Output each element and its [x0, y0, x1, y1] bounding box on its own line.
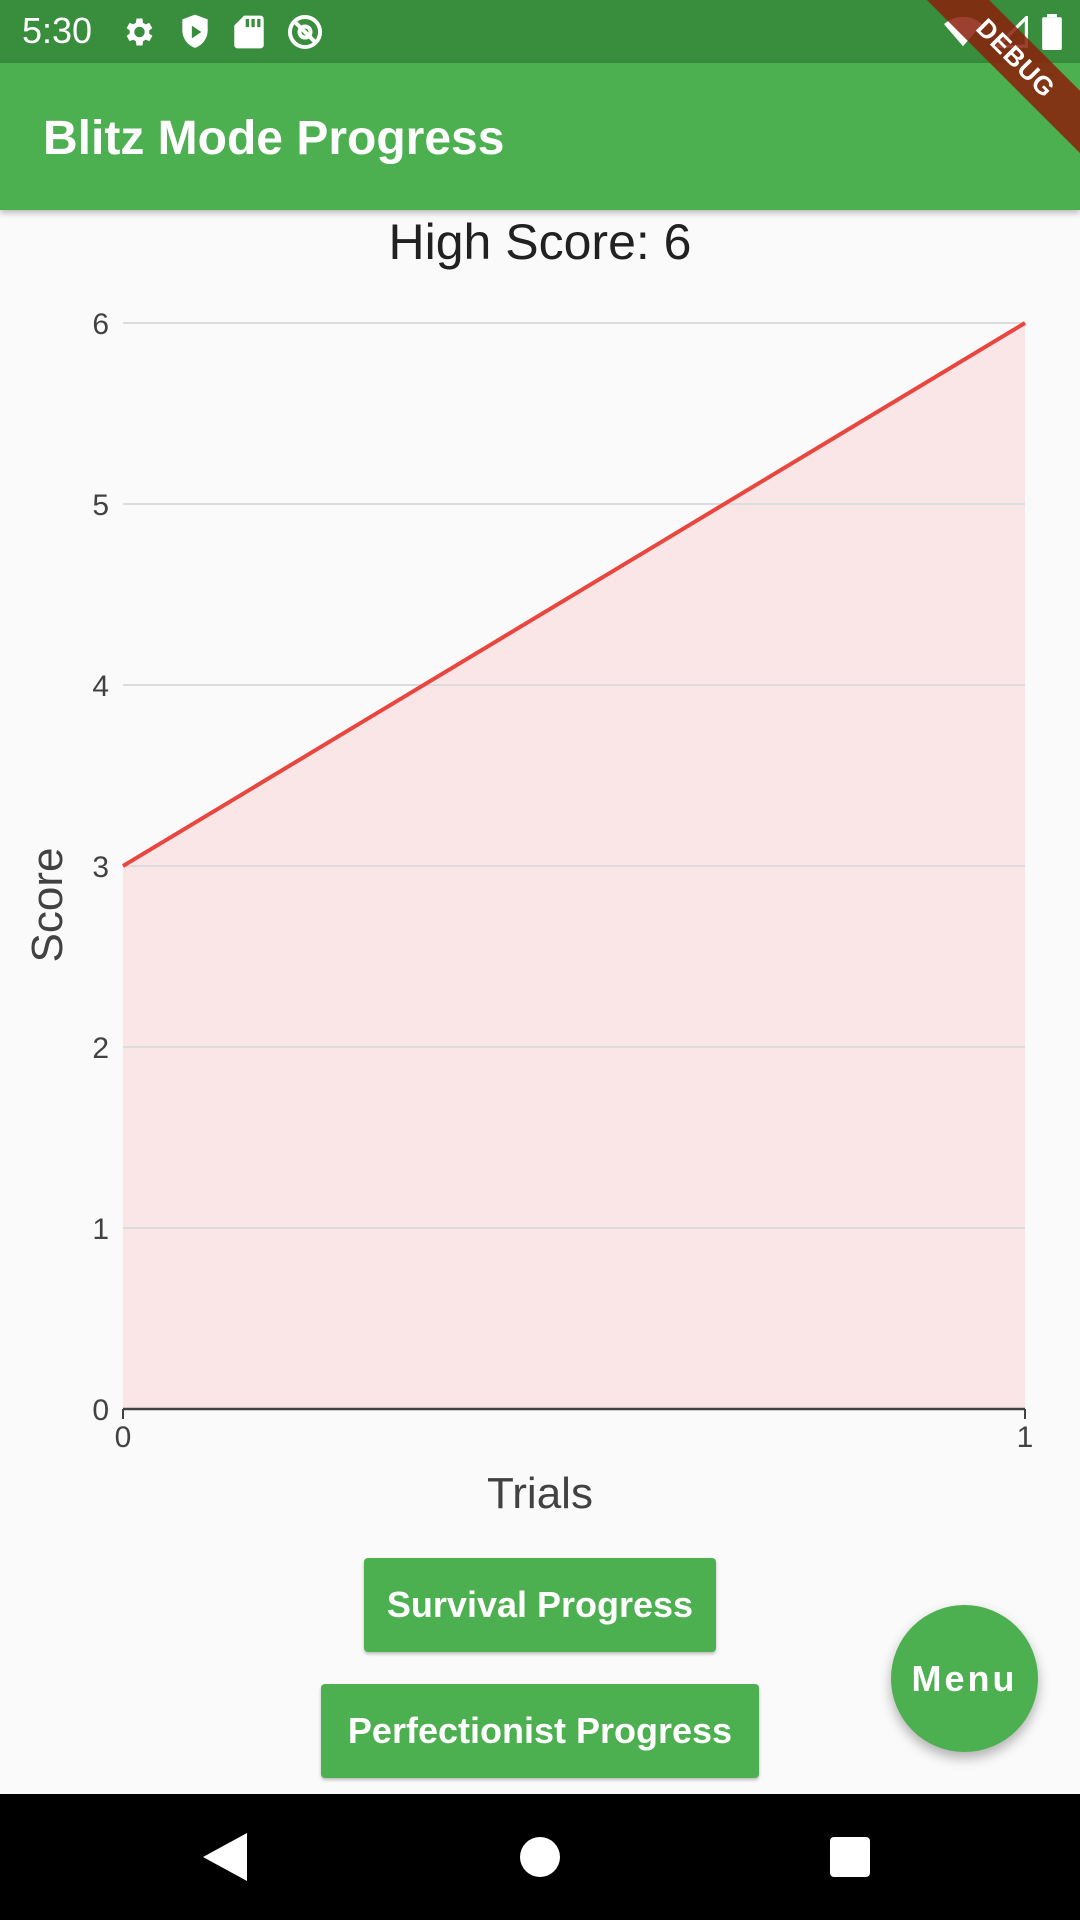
y-tick-label: 4 — [92, 670, 109, 703]
menu-button[interactable]: Menu — [891, 1605, 1038, 1752]
shield-play-icon — [182, 14, 208, 48]
wifi-icon — [944, 16, 982, 47]
back-button[interactable] — [155, 1794, 295, 1920]
perfectionist-progress-button[interactable]: Perfectionist Progress — [321, 1684, 759, 1778]
app-title: Blitz Mode Progress — [43, 112, 505, 165]
x-axis-label: Trials — [487, 1469, 593, 1518]
survival-progress-button[interactable]: Survival Progress — [364, 1558, 716, 1652]
y-tick-label: 1 — [92, 1213, 109, 1246]
settings-icon — [126, 18, 153, 46]
navigation-bar — [0, 1794, 1080, 1920]
battery-icon — [1042, 14, 1062, 50]
y-tick-label: 2 — [92, 1032, 109, 1065]
series-line — [121, 321, 1027, 868]
recents-icon — [830, 1837, 870, 1877]
y-tick-label: 6 — [92, 308, 109, 341]
at-icon — [287, 14, 323, 50]
x-tick-label: 0 — [115, 1421, 132, 1454]
app-bar: Blitz Mode Progress — [0, 63, 1080, 210]
signal-icon — [996, 16, 1028, 48]
y-tick-label: 0 — [92, 1394, 109, 1427]
status-icons-right — [944, 12, 1062, 52]
sd-card-icon — [234, 15, 264, 49]
y-tick-label: 3 — [92, 851, 109, 884]
y-axis-label: Score — [23, 847, 72, 963]
status-icons-left — [120, 12, 324, 52]
back-icon — [203, 1833, 247, 1881]
home-button[interactable] — [470, 1794, 610, 1920]
status-bar: 5:30 — [0, 0, 1080, 63]
home-icon — [520, 1837, 560, 1877]
y-tick-label: 5 — [92, 489, 109, 522]
recents-button[interactable] — [780, 1794, 920, 1920]
chart-title: High Score: 6 — [388, 214, 692, 270]
x-tick-label: 1 — [1017, 1421, 1034, 1454]
score-chart: 0 1 2 3 4 5 6 0 1 — [92, 308, 1034, 1454]
status-time: 5:30 — [22, 10, 93, 51]
